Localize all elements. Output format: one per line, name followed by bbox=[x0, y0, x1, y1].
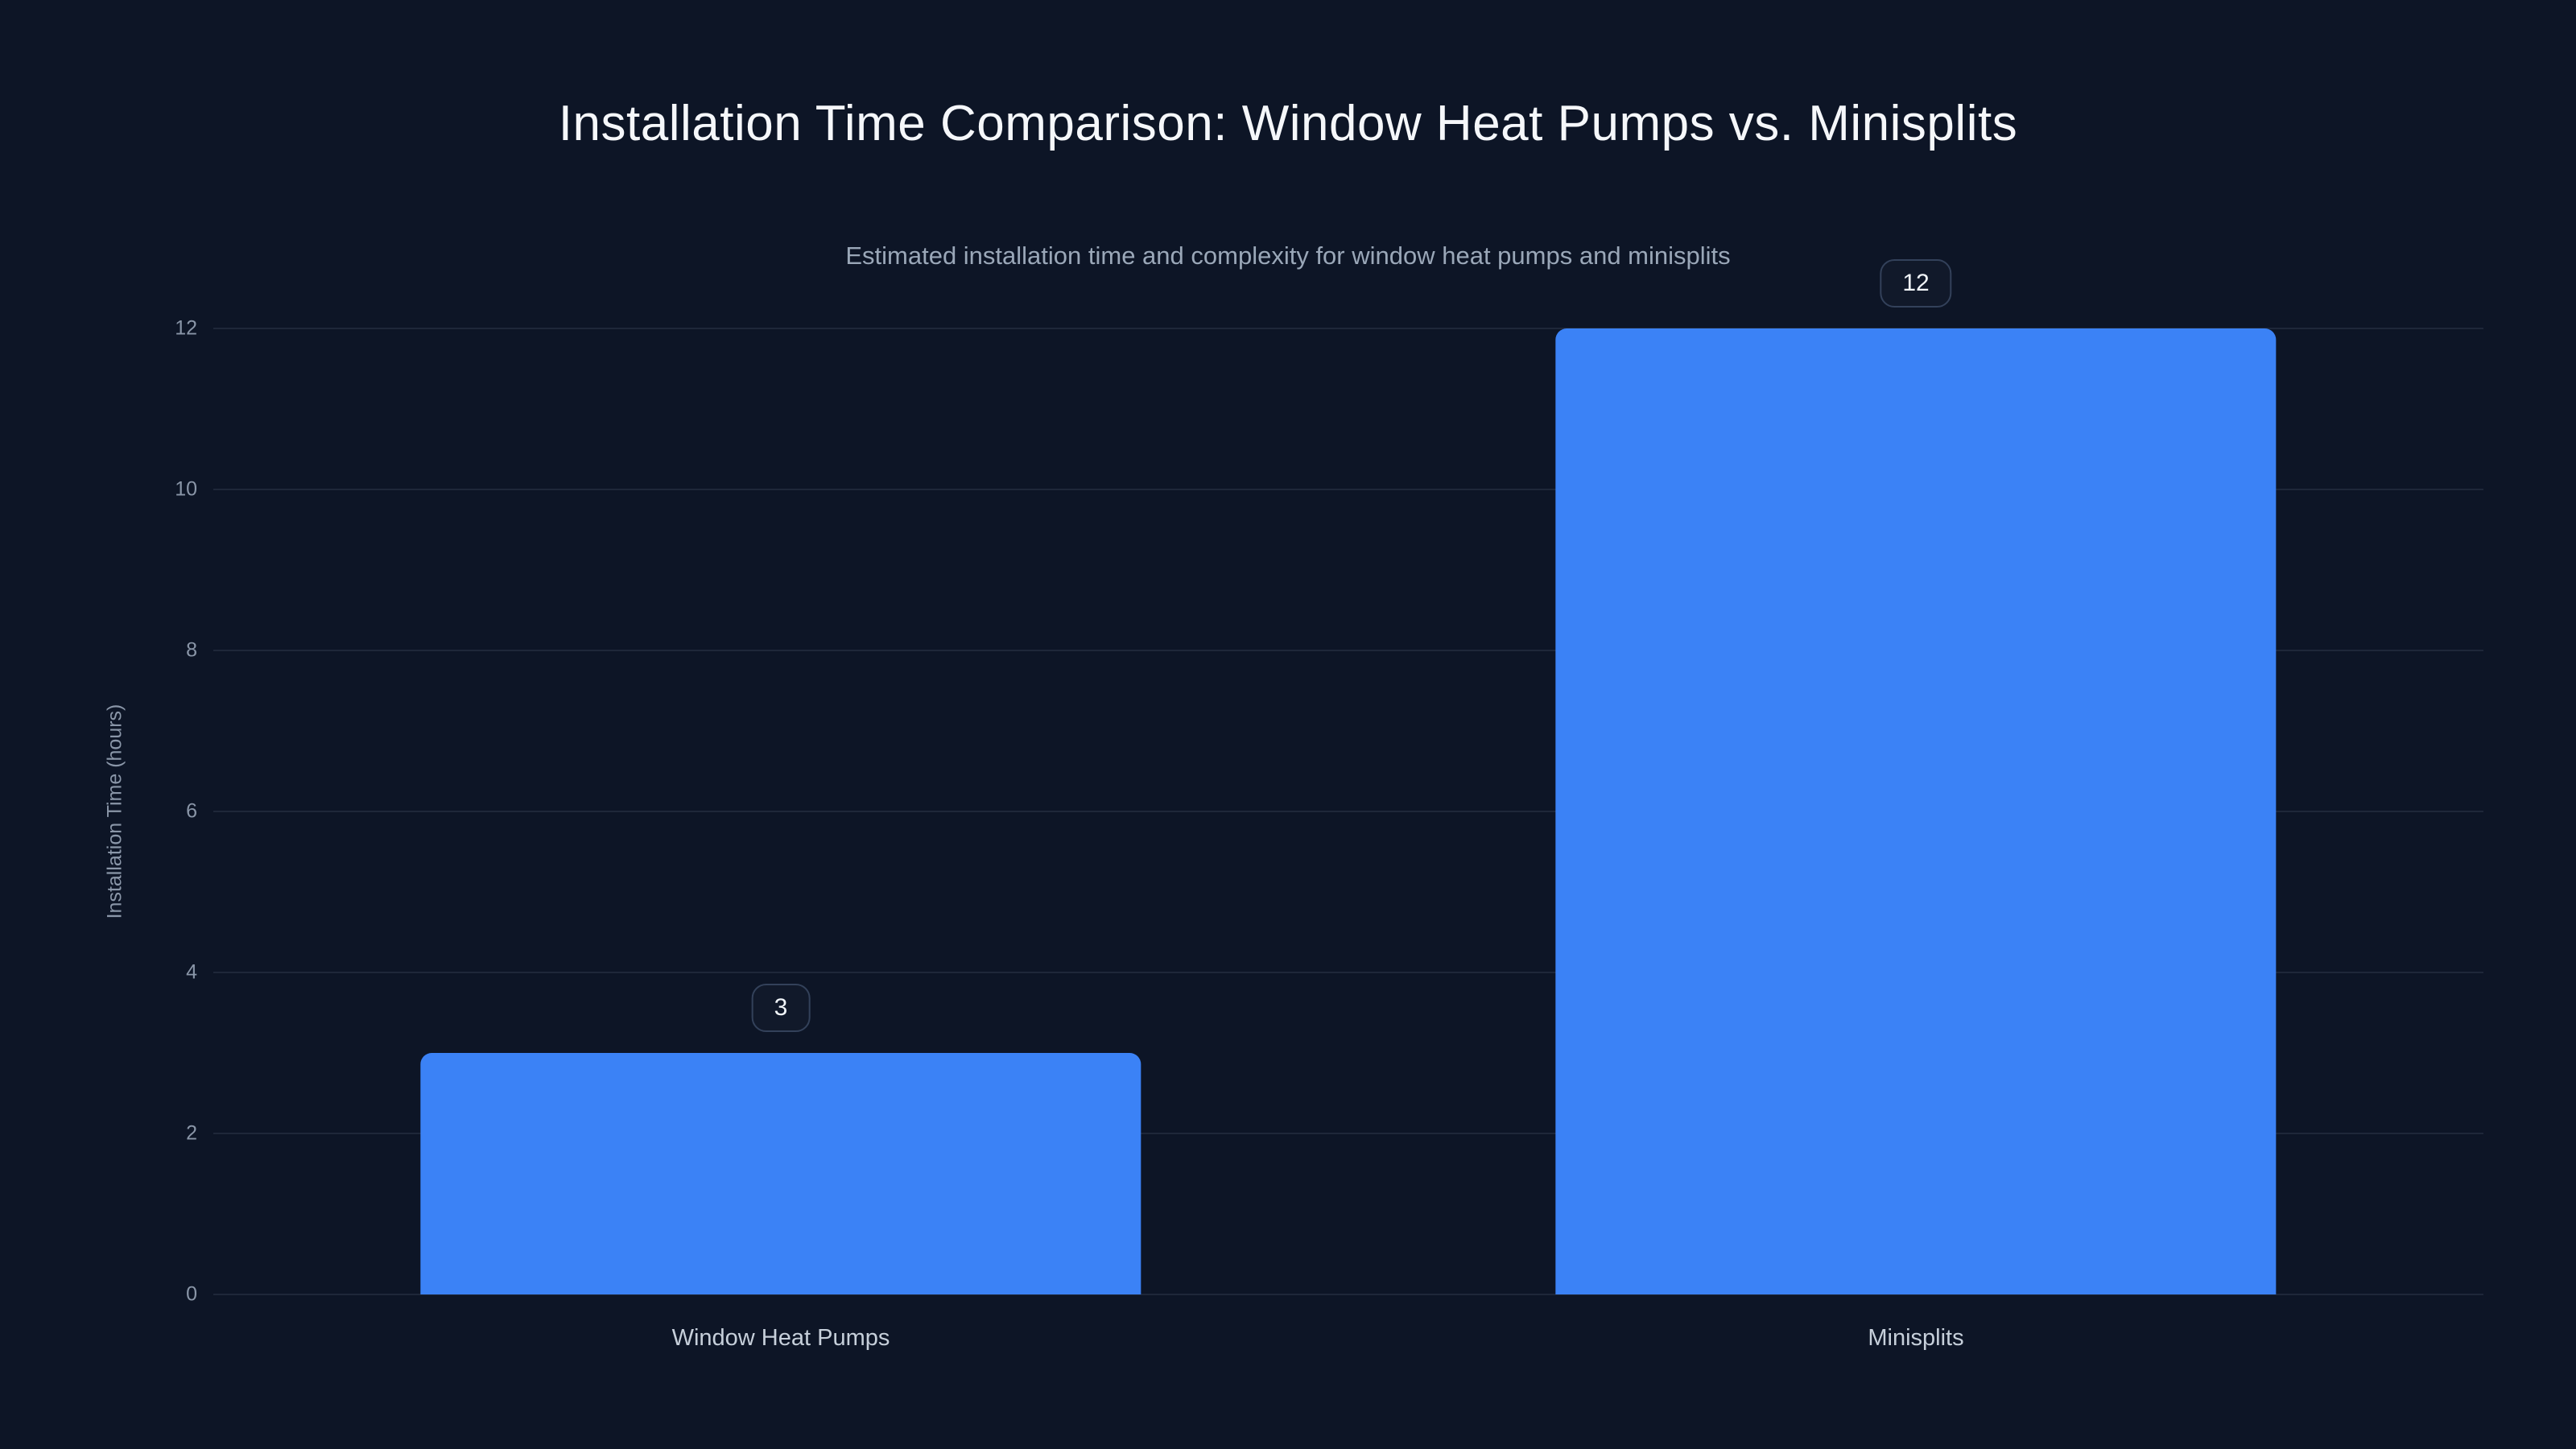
gridline bbox=[213, 972, 2483, 973]
value-label-badge: 3 bbox=[751, 984, 811, 1032]
y-tick-label: 4 bbox=[186, 960, 197, 984]
y-tick-label: 10 bbox=[175, 477, 197, 501]
gridline bbox=[213, 489, 2483, 490]
bar[interactable] bbox=[420, 1053, 1141, 1294]
category-slot: 12 Minisplits bbox=[1348, 259, 2483, 1351]
y-tick-label: 2 bbox=[186, 1121, 197, 1145]
gridline bbox=[213, 1294, 2483, 1295]
chart-title: Installation Time Comparison: Window Hea… bbox=[558, 96, 2018, 151]
gridline bbox=[213, 1133, 2483, 1134]
gridline bbox=[213, 650, 2483, 651]
chart-subtitle: Estimated installation time and complexi… bbox=[845, 242, 1731, 270]
y-tick-label: 12 bbox=[175, 316, 197, 340]
x-category-label: Window Heat Pumps bbox=[671, 1325, 890, 1351]
bar[interactable] bbox=[1555, 328, 2277, 1294]
plot-area: 0 2 4 6 8 10 12 3 Window Heat Pumps 12 Minisplits bbox=[175, 259, 2483, 1351]
category-slot: 3 Window Heat Pumps bbox=[213, 328, 1348, 1351]
y-tick-label: 0 bbox=[186, 1282, 197, 1306]
y-tick-label: 8 bbox=[186, 638, 197, 662]
y-tick-label: 6 bbox=[186, 799, 197, 823]
gridline bbox=[213, 811, 2483, 812]
x-category-label: Minisplits bbox=[1868, 1325, 1964, 1351]
value-label-badge: 12 bbox=[1880, 259, 1952, 308]
y-axis-title: Installation Time (hours) bbox=[103, 704, 126, 919]
gridline bbox=[213, 328, 2483, 329]
